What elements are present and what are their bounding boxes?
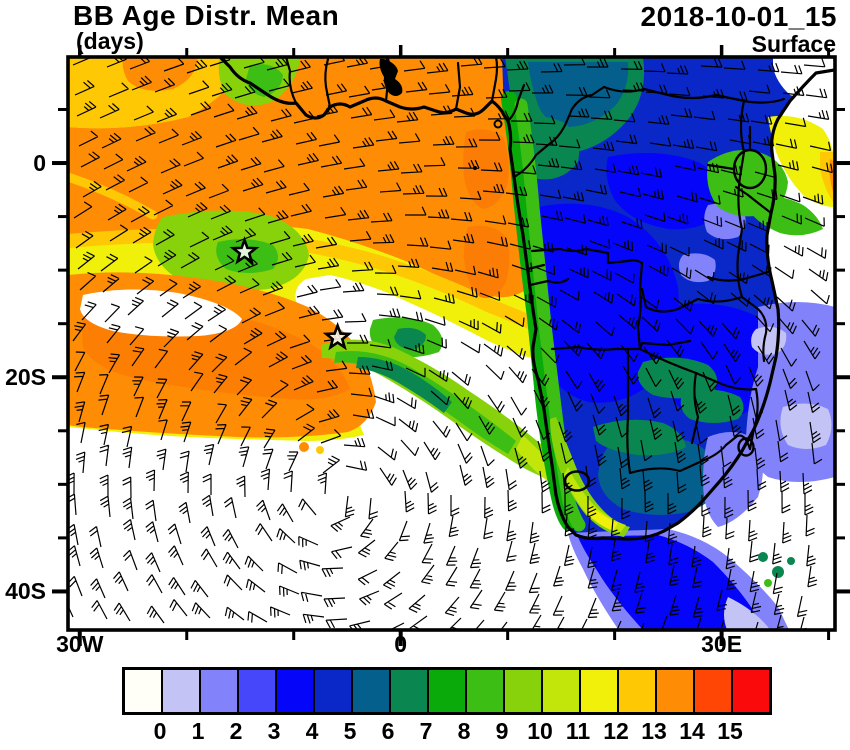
colorbar <box>122 667 772 715</box>
colorbar-cell <box>730 670 769 712</box>
colorbar-label: 6 <box>381 718 395 744</box>
page-title: BB Age Distr. Mean <box>73 0 340 31</box>
colorbar-cell <box>350 670 389 712</box>
colorbar-label: 11 <box>565 718 591 744</box>
star-marker <box>322 321 353 351</box>
colorbar-cell <box>388 670 427 712</box>
y-axis-label: 20S <box>5 364 46 391</box>
lesotho-border <box>563 470 591 492</box>
axis-ticks <box>52 45 850 646</box>
colorbar-cell <box>160 670 199 712</box>
colorbar-cell <box>540 670 579 712</box>
colorbar-cell <box>236 670 275 712</box>
lake-victoria-outline <box>732 148 768 190</box>
colorbar-cell <box>274 670 313 712</box>
map-plot <box>52 45 850 646</box>
colorbar-label: 7 <box>419 718 433 744</box>
units-label: (days) <box>76 28 144 54</box>
lake-volta <box>379 59 403 96</box>
colorbar-label: 4 <box>305 718 319 744</box>
colorbar-cell <box>616 670 655 712</box>
star-markers <box>229 236 353 351</box>
colorbar-label: 14 <box>679 718 705 744</box>
colorbar-cell <box>578 670 617 712</box>
level-label: Surface <box>751 31 836 57</box>
colorbar-label: 2 <box>229 718 243 744</box>
colorbar-label: 9 <box>495 718 509 744</box>
colorbar-label: 10 <box>527 718 553 744</box>
star-marker <box>229 236 260 265</box>
colorbar-label: 1 <box>191 718 205 744</box>
x-axis-label: 30W <box>56 631 104 657</box>
colorbar-cell <box>464 670 503 712</box>
x-axis-label: 30E <box>701 631 743 657</box>
colorbar-cell <box>502 670 541 712</box>
colorbar-cell <box>692 670 731 712</box>
colorbar-cell <box>426 670 465 712</box>
datetime-label: 2018-10-01_15 <box>640 1 837 32</box>
colorbar-label: 8 <box>457 718 471 744</box>
colorbar-cell <box>198 670 237 712</box>
colorbar-cell <box>125 670 161 712</box>
map-frame <box>52 45 850 646</box>
y-axis-label: 40S <box>5 578 46 605</box>
colorbar-label: 5 <box>343 718 357 744</box>
x-axis-label: 0 <box>394 631 408 657</box>
wind-barbs-layer <box>68 57 833 630</box>
country-borders <box>217 57 835 541</box>
colorbar-cell <box>654 670 693 712</box>
colorbar-label: 15 <box>717 718 743 744</box>
y-axis-label: 0 <box>33 150 46 177</box>
colorbar-label: 0 <box>153 718 167 744</box>
colorbar-label: 12 <box>603 718 629 744</box>
colorbar-label: 3 <box>267 718 281 744</box>
colorbar-label: 13 <box>641 718 667 744</box>
eswatini-border <box>737 437 755 457</box>
colorbar-cell <box>312 670 351 712</box>
bioko-island <box>493 119 503 129</box>
contour-fill-layer <box>68 57 835 630</box>
coastline <box>217 57 835 541</box>
